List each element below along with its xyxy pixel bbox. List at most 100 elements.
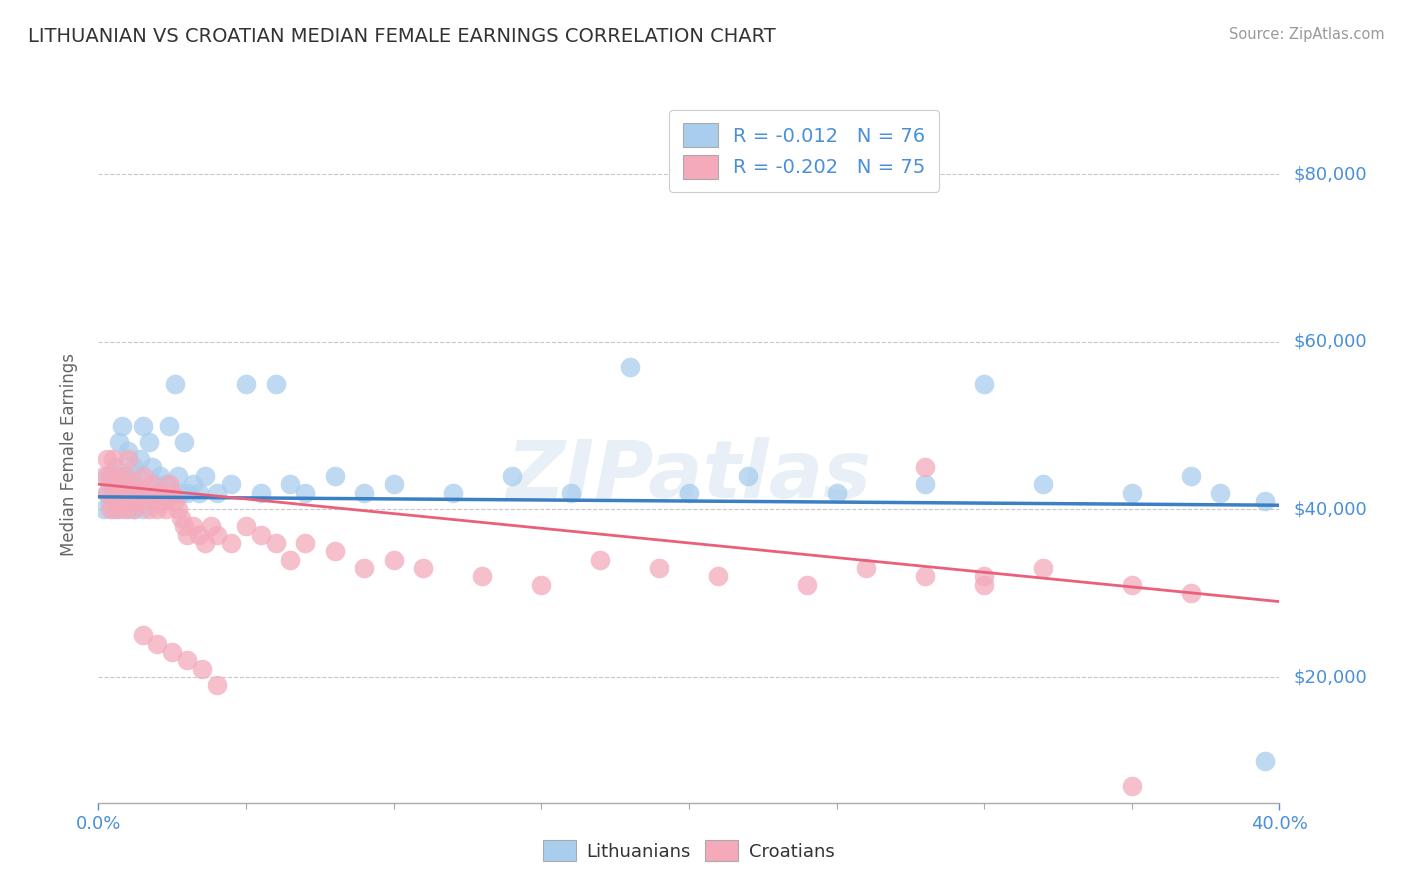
Point (132, 502, 155, 516)
Point (103, 485, 125, 500)
Point (103, 485, 125, 500)
Point (152, 494, 174, 508)
Point (143, 477, 166, 491)
Point (205, 527, 228, 541)
Point (796, 578, 818, 592)
Point (108, 502, 131, 516)
Point (103, 452, 125, 467)
Point (1032, 561, 1054, 575)
Point (353, 561, 375, 575)
Point (138, 435, 160, 450)
Point (323, 468, 346, 483)
Point (294, 485, 316, 500)
Point (219, 536, 242, 550)
Point (181, 477, 204, 491)
Point (187, 527, 209, 541)
Point (128, 452, 150, 467)
Point (205, 485, 228, 500)
Point (135, 485, 157, 500)
Point (1121, 578, 1143, 592)
Point (108, 435, 131, 450)
Point (737, 468, 759, 483)
Point (167, 502, 190, 516)
Point (323, 544, 346, 558)
Point (589, 552, 612, 566)
Point (98, 502, 121, 516)
Point (648, 561, 671, 575)
Point (530, 578, 553, 592)
Text: $60,000: $60,000 (1294, 333, 1367, 351)
Point (181, 519, 204, 533)
Text: $80,000: $80,000 (1294, 165, 1367, 183)
Point (105, 477, 128, 491)
Point (278, 477, 302, 491)
Point (194, 468, 217, 483)
Point (111, 418, 134, 433)
Point (176, 527, 198, 541)
Point (141, 460, 163, 475)
Point (914, 477, 936, 491)
Point (146, 636, 169, 650)
Point (135, 485, 157, 500)
Legend: Lithuanians, Croatians: Lithuanians, Croatians (534, 831, 844, 871)
Point (138, 502, 160, 516)
Point (678, 485, 700, 500)
Point (122, 502, 145, 516)
Point (707, 569, 730, 583)
Point (111, 477, 134, 491)
Point (105, 494, 128, 508)
Point (96, 485, 118, 500)
Point (108, 468, 131, 483)
Point (173, 519, 195, 533)
Point (264, 536, 287, 550)
Point (96, 485, 118, 500)
Point (132, 418, 155, 433)
Point (200, 519, 222, 533)
Point (122, 460, 145, 475)
Text: ZIPatlas: ZIPatlas (506, 437, 872, 515)
Point (117, 502, 139, 516)
Point (125, 485, 148, 500)
Point (1180, 468, 1202, 483)
Point (114, 485, 136, 500)
Point (122, 502, 145, 516)
Point (855, 561, 877, 575)
Point (114, 468, 136, 483)
Point (111, 477, 134, 491)
Point (149, 485, 172, 500)
Point (278, 552, 302, 566)
Text: Source: ZipAtlas.com: Source: ZipAtlas.com (1229, 27, 1385, 42)
Point (157, 477, 180, 491)
Point (1032, 477, 1054, 491)
Point (105, 460, 128, 475)
Point (98, 477, 121, 491)
Point (141, 477, 163, 491)
Point (191, 662, 214, 676)
Point (825, 485, 848, 500)
Point (219, 477, 242, 491)
Point (250, 527, 273, 541)
Point (1254, 754, 1277, 768)
Point (125, 468, 148, 483)
Point (176, 653, 198, 667)
Point (105, 477, 128, 491)
Point (194, 536, 217, 550)
Point (294, 536, 316, 550)
Point (973, 578, 995, 592)
Point (1254, 494, 1277, 508)
Text: LITHUANIAN VS CROATIAN MEDIAN FEMALE EARNINGS CORRELATION CHART: LITHUANIAN VS CROATIAN MEDIAN FEMALE EAR… (28, 27, 776, 45)
Point (157, 418, 180, 433)
Point (143, 494, 166, 508)
Point (117, 443, 139, 458)
Point (205, 678, 228, 692)
Point (235, 376, 257, 391)
Point (167, 468, 190, 483)
Point (125, 485, 148, 500)
Point (1121, 485, 1143, 500)
Point (353, 485, 375, 500)
Point (162, 485, 183, 500)
Point (165, 376, 187, 391)
Point (111, 494, 134, 508)
Point (412, 561, 434, 575)
Text: $40,000: $40,000 (1294, 500, 1367, 518)
